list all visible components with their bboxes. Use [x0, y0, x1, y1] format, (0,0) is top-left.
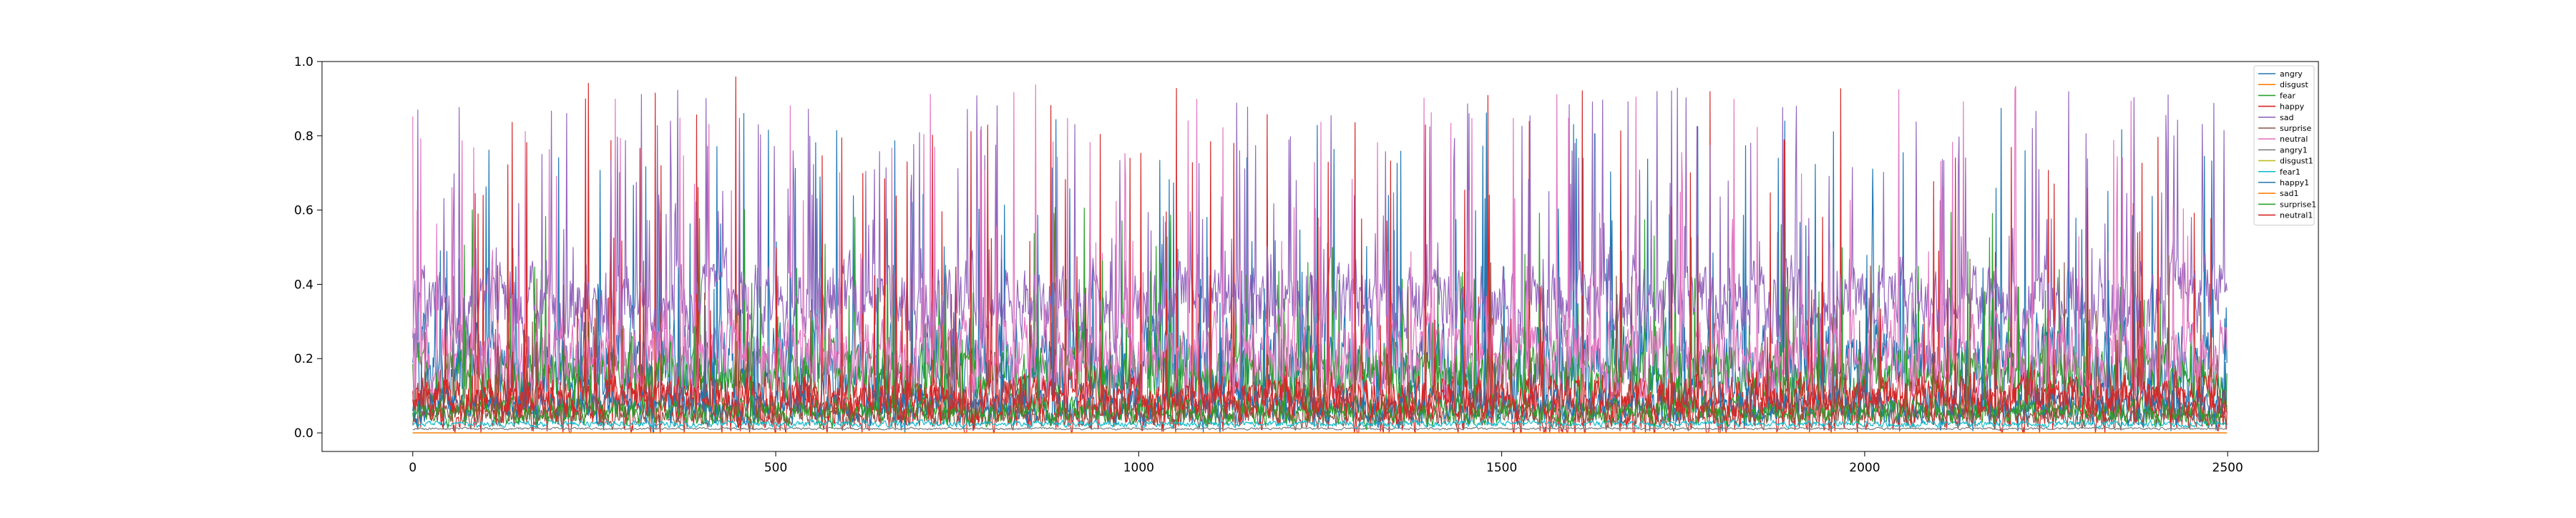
legend-label-angry: angry: [2280, 69, 2303, 79]
y-axis: 0.0 0.2 0.4 0.6 0.8 1.0: [294, 55, 322, 441]
legend-label-disgust1: disgust1: [2280, 157, 2313, 166]
legend-label-fear1: fear1: [2280, 167, 2301, 177]
y-tick-label: 0.6: [294, 204, 313, 218]
legend-label-angry1: angry1: [2280, 145, 2308, 155]
y-tick-label: 0.8: [294, 130, 313, 144]
legend-label-sad1: sad1: [2280, 189, 2298, 198]
series-line-neutral1: [412, 98, 2228, 430]
x-axis: 0 500 1000 1500 2000 2500: [409, 451, 2243, 475]
y-tick-label: 0.4: [294, 278, 313, 292]
x-tick-label: 0: [409, 461, 416, 475]
legend-label-neutral1: neutral1: [2280, 211, 2313, 220]
legend-label-disgust: disgust: [2280, 80, 2308, 89]
legend-label-fear: fear: [2280, 91, 2296, 100]
x-tick-label: 1500: [1486, 461, 1517, 475]
y-tick-label: 0.2: [294, 352, 313, 366]
legend-label-happy: happy: [2280, 102, 2305, 112]
y-tick-label: 0.0: [294, 426, 313, 441]
series-line-neutral: [412, 84, 2228, 415]
series-line-sad: [412, 87, 2228, 354]
legend-label-happy1: happy1: [2280, 178, 2309, 187]
legend-box: [2253, 65, 2315, 226]
series-layer: [412, 76, 2228, 434]
y-tick-label: 1.0: [294, 55, 313, 69]
legend-label-surprise: surprise: [2280, 124, 2312, 133]
legend-label-surprise1: surprise1: [2280, 200, 2316, 209]
x-tick-label: 2000: [1849, 461, 1880, 475]
legend-label-sad: sad: [2280, 113, 2293, 122]
x-tick-label: 2500: [2212, 461, 2243, 475]
x-tick-label: 1000: [1123, 461, 1154, 475]
plot-frame: [321, 61, 2319, 452]
x-tick-label: 500: [764, 461, 787, 475]
series-line-angry1: [412, 426, 2228, 431]
legend-label-neutral: neutral: [2280, 135, 2308, 144]
